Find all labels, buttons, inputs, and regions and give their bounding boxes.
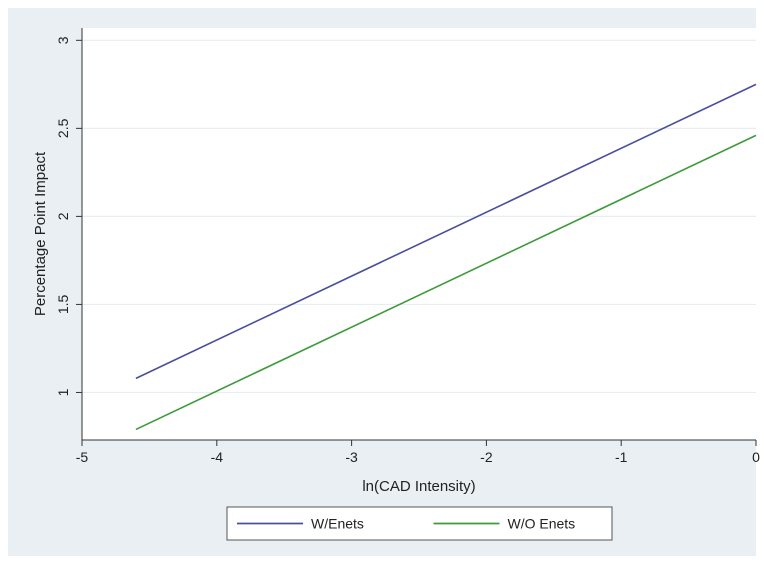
y-tick-label-2: 2 xyxy=(55,212,71,220)
x-axis-ticks: -5 -4 -3 -2 -1 0 xyxy=(76,440,760,465)
y-tick-label-4: 3 xyxy=(55,36,71,44)
y-tick-label-3: 2.5 xyxy=(55,118,71,138)
y-tick-label-0: 1 xyxy=(55,388,71,396)
y-axis-title: Percentage Point Impact xyxy=(32,151,49,316)
gridlines xyxy=(82,39,756,394)
y-tick-label-1: 1.5 xyxy=(55,294,71,314)
series-line-1 xyxy=(135,134,757,431)
plot-area xyxy=(82,28,756,440)
x-axis-title: ln(CAD Intensity) xyxy=(362,478,475,495)
legend: W/Enets W/O Enets xyxy=(226,506,613,541)
series-line-0 xyxy=(135,83,757,380)
x-tick-label-1: -4 xyxy=(211,449,224,465)
series-lines xyxy=(135,83,757,431)
x-tick-label-3: -2 xyxy=(480,449,493,465)
x-tick-label-0: -5 xyxy=(76,449,89,465)
x-tick-label-4: -1 xyxy=(615,449,628,465)
axes xyxy=(81,28,756,441)
legend-label-1: W/O Enets xyxy=(508,516,576,532)
x-tick-label-5: 0 xyxy=(752,449,760,465)
y-axis-ticks: 1 1.5 2 2.5 3 xyxy=(55,36,82,396)
legend-label-0: W/Enets xyxy=(311,516,364,532)
x-tick-label-2: -3 xyxy=(345,449,358,465)
